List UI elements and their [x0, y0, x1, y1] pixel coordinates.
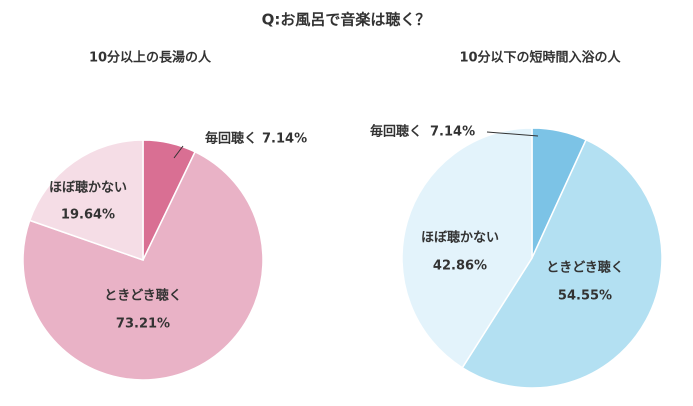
- pie-slice: [461, 138, 663, 389]
- slice-label: 毎回聴く: [205, 131, 257, 147]
- slice-label: ほぼ聴かない: [49, 180, 127, 196]
- page-title: Q:お風呂で音楽は聴く？: [262, 11, 431, 29]
- leader-line: [486, 131, 539, 137]
- leader-line: [173, 145, 184, 159]
- value-label: 42.86%: [433, 259, 487, 274]
- value-label: 73.21%: [116, 317, 170, 332]
- value-label: 7.14%: [262, 132, 307, 147]
- slice-label: ほぼ聴かない: [421, 230, 499, 246]
- pie-slice: [401, 127, 533, 369]
- value-label: 19.64%: [61, 208, 115, 223]
- value-label: 7.14%: [430, 125, 475, 140]
- slice-label: ときどき聴く: [546, 260, 624, 276]
- value-label: 54.55%: [558, 289, 612, 304]
- pie-slice: [28, 139, 144, 262]
- slice-label: 毎回聴く: [370, 124, 422, 140]
- chart-title: 10分以上の長湯の人: [89, 50, 212, 66]
- chart-title: 10分以下の短時間入浴の人: [459, 50, 621, 66]
- pie-slice: [22, 150, 264, 381]
- slice-label: ときどき聴く: [104, 288, 182, 304]
